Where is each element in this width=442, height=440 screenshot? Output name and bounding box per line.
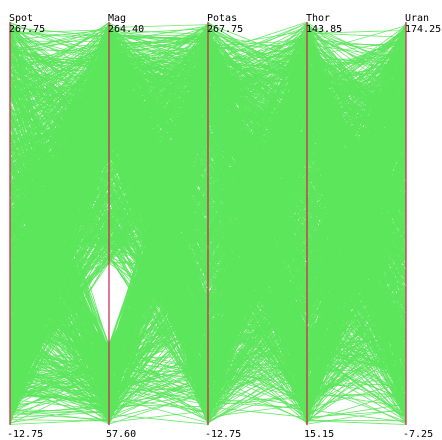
axis-min-mag: 57.60 <box>106 429 136 440</box>
axis-min-potas: -12.75 <box>205 429 241 440</box>
axis-max-spot: 267.75 <box>9 24 45 35</box>
axes: Spot267.75-12.75Mag264.4057.60Potas267.7… <box>7 13 441 440</box>
axis-max-uran: 174.25 <box>405 24 441 35</box>
axis-name-uran: Uran <box>405 13 429 24</box>
axis-name-mag: Mag <box>108 13 126 24</box>
axis-name-thor: Thor <box>306 13 330 24</box>
axis-min-spot: -12.75 <box>7 429 43 440</box>
axis-max-potas: 267.75 <box>207 24 243 35</box>
axis-min-thor: 15.15 <box>304 429 334 440</box>
axis-min-uran: -7.25 <box>403 429 433 440</box>
axis-max-mag: 264.40 <box>108 24 144 35</box>
axis-name-potas: Potas <box>207 13 237 24</box>
axis-name-spot: Spot <box>9 13 33 24</box>
axis-max-thor: 143.85 <box>306 24 342 35</box>
